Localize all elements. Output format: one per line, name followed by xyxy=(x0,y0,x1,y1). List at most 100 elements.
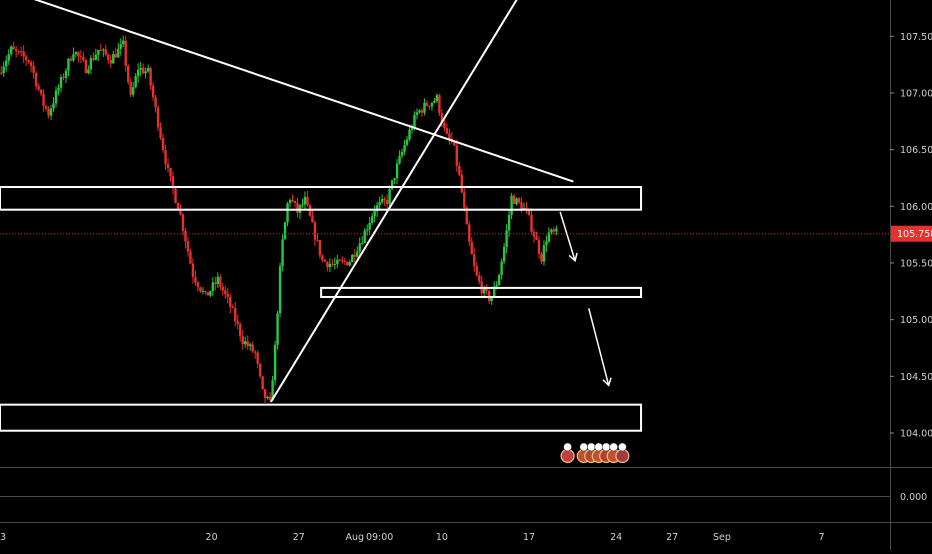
candle-down xyxy=(12,46,15,50)
x-tick-label: 7 xyxy=(819,532,825,543)
candle-up xyxy=(286,203,289,223)
candle-down xyxy=(84,60,88,74)
candle-up xyxy=(550,229,553,233)
candle-up xyxy=(278,266,282,314)
candle-down xyxy=(176,202,180,211)
candle-down xyxy=(343,260,346,262)
candle-down xyxy=(224,290,227,294)
candle-down xyxy=(353,254,356,257)
ascending-trendline[interactable] xyxy=(270,0,560,403)
candle-up xyxy=(87,69,90,74)
drawings-layer[interactable] xyxy=(0,0,890,464)
candle-up xyxy=(10,46,13,54)
candle-down xyxy=(540,253,543,262)
candle-up xyxy=(433,101,436,103)
event-flag-icon[interactable] xyxy=(615,448,630,464)
candle-down xyxy=(256,352,259,364)
candle-up xyxy=(89,58,93,70)
x-tick-label: 17 xyxy=(523,532,535,543)
event-count-bubble-icon xyxy=(586,442,596,452)
candle-down xyxy=(438,95,441,114)
target-zone-box[interactable] xyxy=(0,403,643,432)
candle-up xyxy=(495,285,498,287)
candle-down xyxy=(199,287,202,292)
candle-down xyxy=(47,108,50,116)
projection-arrow-2[interactable] xyxy=(588,308,612,387)
candle-up xyxy=(413,115,416,129)
candle-down xyxy=(169,168,172,177)
candle-down xyxy=(151,85,155,98)
projection-arrow-1[interactable] xyxy=(559,211,578,263)
candle-down xyxy=(535,236,538,241)
candle-up xyxy=(64,70,68,78)
candle-up xyxy=(301,204,304,206)
candle-down xyxy=(517,198,521,203)
candle-down xyxy=(171,176,175,189)
candle-down xyxy=(44,105,48,109)
candle-down xyxy=(77,52,80,57)
candle-down xyxy=(470,241,473,255)
candle-down xyxy=(129,81,132,95)
candle-down xyxy=(27,60,30,63)
candle-up xyxy=(49,108,53,116)
candle-up xyxy=(336,259,339,265)
candle-down xyxy=(385,200,389,205)
candle-down xyxy=(219,276,222,287)
candle-up xyxy=(415,112,419,116)
candle-down xyxy=(204,290,207,292)
candle-down xyxy=(253,351,257,353)
candle-down xyxy=(214,282,217,285)
candle-down xyxy=(455,145,459,166)
x-tick-label: 24 xyxy=(610,532,622,543)
candle-up xyxy=(117,48,120,58)
candle-up xyxy=(54,90,58,104)
support-zone-box[interactable] xyxy=(320,286,643,298)
event-flag-icon[interactable] xyxy=(560,448,575,464)
candle-up xyxy=(59,77,63,88)
candle-down xyxy=(530,214,533,232)
candle-down xyxy=(161,137,165,151)
x-tick-label: 09:00 xyxy=(366,532,393,543)
candle-up xyxy=(555,228,558,232)
y-tick-label: 104.500 xyxy=(900,372,932,383)
candle-up xyxy=(201,290,205,292)
candle-up xyxy=(112,54,115,64)
candle-up xyxy=(7,53,10,61)
candle-down xyxy=(478,275,481,282)
candle-down xyxy=(331,263,334,265)
candle-down xyxy=(468,224,471,242)
candle-down xyxy=(428,105,431,107)
candle-up xyxy=(515,198,518,205)
candle-down xyxy=(69,58,73,61)
descending-trendline[interactable] xyxy=(0,0,574,183)
candle-down xyxy=(453,141,456,146)
y-tick-label: 104.000 xyxy=(900,428,932,439)
candle-down xyxy=(179,210,182,215)
economic-event-markers[interactable] xyxy=(560,442,630,464)
candle-down xyxy=(261,376,264,390)
candle-down xyxy=(460,174,464,193)
candle-down xyxy=(318,240,322,256)
candle-up xyxy=(492,286,496,297)
candle-down xyxy=(24,56,28,61)
candle-down xyxy=(475,266,478,276)
candle-down xyxy=(236,321,239,325)
candle-up xyxy=(276,313,279,345)
candle-down xyxy=(159,127,162,138)
candle-up xyxy=(410,128,414,130)
candle-up xyxy=(144,71,147,74)
candle-down xyxy=(34,72,38,87)
candle-up xyxy=(67,58,70,71)
candle-down xyxy=(420,110,424,113)
resistance-zone-box[interactable] xyxy=(0,186,643,211)
candle-up xyxy=(545,241,548,246)
indicator-tick-label: 0.000 xyxy=(900,492,927,503)
candle-up xyxy=(134,75,137,88)
candle-up xyxy=(211,282,215,292)
candle-up xyxy=(418,110,421,113)
candle-down xyxy=(520,202,523,211)
candle-up xyxy=(368,222,371,230)
candle-down xyxy=(114,54,117,58)
